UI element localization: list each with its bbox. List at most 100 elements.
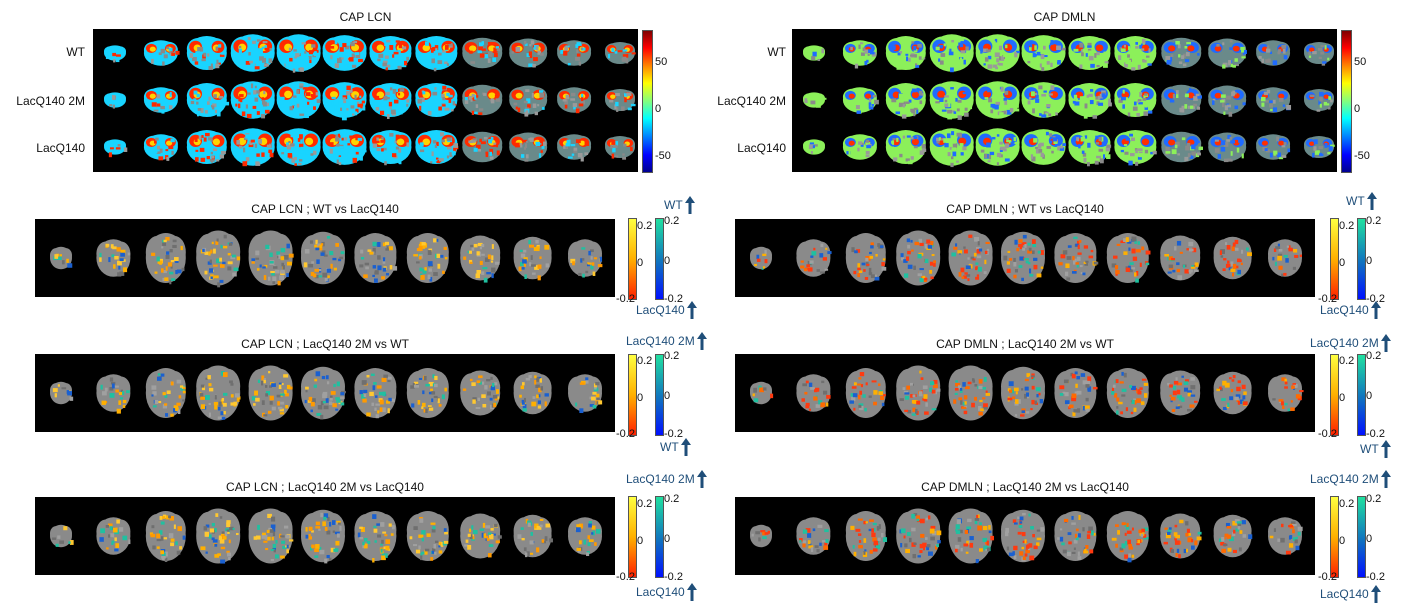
cool-tick-min: -0.2 bbox=[664, 571, 683, 583]
cool-tick-max: 0.2 bbox=[1366, 493, 1382, 505]
cap-lcn-colorbar-tick-zero: 0 bbox=[655, 103, 662, 115]
arrow-up-icon bbox=[1380, 334, 1391, 352]
cool-tick-min: -0.2 bbox=[664, 428, 683, 440]
lcn-wt-vs-lacq140-warm-colorbar bbox=[628, 218, 637, 300]
arrow-up-icon bbox=[686, 583, 697, 601]
warm-tick-max: 0.2 bbox=[637, 498, 653, 510]
arrow-up-icon bbox=[1370, 301, 1381, 319]
warm-tick-max: 0.2 bbox=[1339, 498, 1355, 510]
lcn-2m-vs-lacq140-cool-colorbar bbox=[655, 496, 664, 578]
warm-tick-min: -0.2 bbox=[1318, 293, 1337, 305]
dmln-2m-vs-wt-top-group: LacQ140 2M bbox=[1310, 334, 1391, 352]
warm-tick-zero: 0 bbox=[1339, 392, 1346, 404]
bottom-group-label: LacQ140 bbox=[1320, 303, 1369, 317]
dmln-2m-vs-wt-title: CAP DMLN ; LacQ140 2M vs WT bbox=[936, 337, 1114, 351]
cool-tick-zero: 0 bbox=[664, 533, 671, 545]
arrow-up-icon bbox=[686, 301, 697, 319]
warm-tick-max: 0.2 bbox=[1339, 355, 1355, 367]
cap-dmln-row-label-wt: WT bbox=[767, 45, 786, 59]
warm-tick-min: -0.2 bbox=[616, 571, 635, 583]
cool-tick-min: -0.2 bbox=[1366, 293, 1385, 305]
bottom-group-label: WT bbox=[660, 440, 679, 454]
cool-tick-max: 0.2 bbox=[664, 215, 680, 227]
warm-tick-zero: 0 bbox=[1339, 257, 1346, 269]
bottom-group-label: LacQ140 bbox=[636, 303, 685, 317]
cool-tick-min: -0.2 bbox=[664, 293, 683, 305]
cool-tick-zero: 0 bbox=[1366, 533, 1373, 545]
warm-tick-max: 0.2 bbox=[1339, 220, 1355, 232]
top-group-label: LacQ140 2M bbox=[1310, 336, 1379, 350]
lcn-wt-vs-lacq140-title: CAP LCN ; WT vs LacQ140 bbox=[251, 202, 399, 216]
warm-tick-zero: 0 bbox=[637, 257, 644, 269]
dmln-2m-vs-wt-bottom-group: WT bbox=[1360, 440, 1391, 458]
dmln-2m-vs-wt-cool-colorbar bbox=[1357, 354, 1366, 436]
lcn-2m-vs-wt-image-strip bbox=[35, 354, 615, 432]
lcn-2m-vs-wt-cool-colorbar bbox=[655, 354, 664, 436]
cap-dmln-image-grid bbox=[792, 29, 1337, 172]
cool-tick-max: 0.2 bbox=[1366, 215, 1382, 227]
dmln-wt-vs-lacq140-top-group: WT bbox=[1346, 192, 1377, 210]
lcn-2m-vs-lacq140-image-strip bbox=[35, 497, 615, 575]
bottom-group-label: LacQ140 bbox=[636, 585, 685, 599]
cap-lcn-colorbar-tick-max: 50 bbox=[655, 56, 668, 68]
dmln-2m-vs-lacq140-title: CAP DMLN ; LacQ140 2M vs LacQ140 bbox=[921, 480, 1129, 494]
bottom-group-label: LacQ140 bbox=[1320, 587, 1369, 601]
bottom-group-label: WT bbox=[1360, 442, 1379, 456]
warm-tick-min: -0.2 bbox=[1318, 428, 1337, 440]
dmln-2m-vs-lacq140-top-group: LacQ140 2M bbox=[1310, 470, 1391, 488]
lcn-2m-vs-lacq140-top-group: LacQ140 2M bbox=[626, 470, 707, 488]
arrow-up-icon bbox=[1366, 192, 1377, 210]
dmln-2m-vs-lacq140-image-strip bbox=[735, 497, 1315, 575]
arrow-up-icon bbox=[1380, 440, 1391, 458]
dmln-wt-vs-lacq140-warm-colorbar bbox=[1330, 218, 1339, 300]
lcn-wt-vs-lacq140-cool-colorbar bbox=[655, 218, 664, 300]
cap-dmln-colorbar bbox=[1341, 30, 1352, 173]
cap-lcn-row-label-wt: WT bbox=[66, 45, 85, 59]
dmln-wt-vs-lacq140-bottom-group: LacQ140 bbox=[1320, 301, 1381, 319]
dmln-2m-vs-lacq140-warm-colorbar bbox=[1330, 496, 1339, 578]
warm-tick-zero: 0 bbox=[637, 535, 644, 547]
dmln-2m-vs-wt-image-strip bbox=[735, 354, 1315, 432]
cap-dmln-colorbar-tick-min: -50 bbox=[1354, 150, 1370, 162]
warm-tick-zero: 0 bbox=[1339, 535, 1346, 547]
cool-tick-min: -0.2 bbox=[1366, 428, 1385, 440]
dmln-2m-vs-lacq140-bottom-group: LacQ140 bbox=[1320, 585, 1381, 603]
lcn-2m-vs-wt-top-group: LacQ140 2M bbox=[626, 332, 707, 350]
warm-tick-zero: 0 bbox=[637, 392, 644, 404]
top-group-label: WT bbox=[1346, 194, 1365, 208]
top-group-label: LacQ140 2M bbox=[626, 334, 695, 348]
lcn-2m-vs-wt-warm-colorbar bbox=[628, 354, 637, 436]
cap-dmln-title: CAP DMLN bbox=[1033, 10, 1096, 24]
top-group-label: WT bbox=[664, 198, 683, 212]
cap-dmln-row-label-lacq140-2m: LacQ140 2M bbox=[717, 94, 786, 108]
cool-tick-max: 0.2 bbox=[664, 493, 680, 505]
lcn-2m-vs-wt-title: CAP LCN ; LacQ140 2M vs WT bbox=[241, 337, 409, 351]
arrow-up-icon bbox=[680, 438, 691, 456]
arrow-up-icon bbox=[696, 332, 707, 350]
lcn-wt-vs-lacq140-bottom-group: LacQ140 bbox=[636, 301, 697, 319]
cool-tick-max: 0.2 bbox=[664, 350, 680, 362]
warm-tick-max: 0.2 bbox=[637, 220, 653, 232]
dmln-wt-vs-lacq140-cool-colorbar bbox=[1357, 218, 1366, 300]
dmln-wt-vs-lacq140-image-strip bbox=[735, 219, 1315, 297]
arrow-up-icon bbox=[684, 196, 695, 214]
dmln-2m-vs-wt-warm-colorbar bbox=[1330, 354, 1339, 436]
cap-lcn-title: CAP LCN bbox=[339, 10, 392, 24]
cap-dmln-colorbar-tick-zero: 0 bbox=[1354, 103, 1361, 115]
cool-tick-zero: 0 bbox=[1366, 255, 1373, 267]
cool-tick-min: -0.2 bbox=[1366, 571, 1385, 583]
arrow-up-icon bbox=[1380, 470, 1391, 488]
lcn-wt-vs-lacq140-top-group: WT bbox=[664, 196, 695, 214]
arrow-up-icon bbox=[696, 470, 707, 488]
cap-lcn-colorbar-tick-min: -50 bbox=[655, 150, 671, 162]
warm-tick-min: -0.2 bbox=[616, 293, 635, 305]
arrow-up-icon bbox=[1370, 585, 1381, 603]
dmln-2m-vs-lacq140-cool-colorbar bbox=[1357, 496, 1366, 578]
warm-tick-min: -0.2 bbox=[616, 428, 635, 440]
cap-dmln-row-label-lacq140: LacQ140 bbox=[737, 141, 786, 155]
lcn-2m-vs-lacq140-warm-colorbar bbox=[628, 496, 637, 578]
top-group-label: LacQ140 2M bbox=[626, 472, 695, 486]
cool-tick-zero: 0 bbox=[664, 390, 671, 402]
top-group-label: LacQ140 2M bbox=[1310, 472, 1379, 486]
dmln-wt-vs-lacq140-title: CAP DMLN ; WT vs LacQ140 bbox=[946, 202, 1104, 216]
